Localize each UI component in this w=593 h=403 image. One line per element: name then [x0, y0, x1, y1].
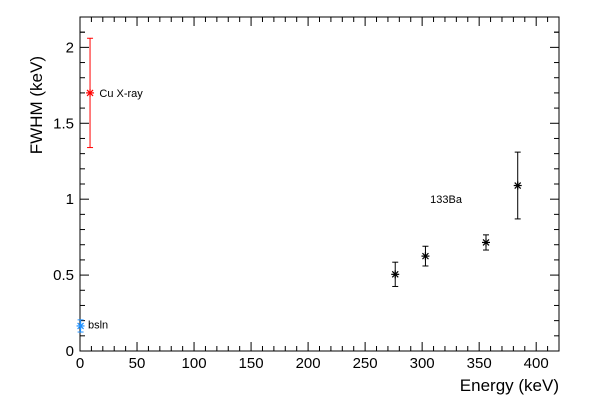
y-axis: 0 0.5 1 1.5 2	[53, 16, 559, 360]
x-tick-label: 250	[353, 355, 378, 372]
marker-stroke	[514, 182, 522, 189]
data-point	[513, 151, 522, 220]
x-tick-label: 350	[467, 355, 492, 372]
x-tick-label: 300	[410, 355, 435, 372]
marker-stroke	[482, 239, 490, 246]
data-point	[421, 245, 430, 267]
annotation-label: Cu X-ray	[99, 88, 143, 100]
x-axis: 0 50 100 150 200 250 300 350 400	[76, 17, 560, 372]
marker-stroke	[86, 89, 94, 97]
y-axis-title: FWHM (keV)	[27, 56, 46, 154]
data-point	[482, 234, 491, 251]
annotation-label: bsln	[88, 319, 108, 331]
series-layer	[76, 37, 522, 333]
marker-stroke	[391, 270, 399, 278]
annotation-label: 133Ba	[430, 194, 463, 206]
data-point	[86, 37, 95, 149]
series	[391, 151, 522, 287]
x-tick-label: 150	[239, 355, 264, 372]
x-tick-label: 400	[524, 355, 549, 372]
series	[86, 37, 95, 149]
y-tick-label: 1.5	[53, 115, 74, 132]
x-tick-label: 50	[129, 355, 146, 372]
x-tick-label: 200	[296, 355, 321, 372]
y-tick-label: 1	[66, 191, 74, 208]
data-point	[76, 319, 85, 333]
y-tick-label: 0	[66, 343, 74, 360]
marker-stroke	[422, 252, 429, 260]
marker-stroke	[77, 322, 84, 330]
y-tick-label: 0.5	[53, 267, 74, 284]
y-tick-label: 2	[66, 39, 74, 56]
annotation-layer: Cu X-ray bsln 133Ba	[88, 88, 463, 332]
x-tick-label: 100	[182, 355, 207, 372]
x-axis-title: Energy (keV)	[460, 376, 559, 395]
series	[76, 319, 85, 333]
data-point	[391, 261, 400, 287]
x-tick-label: 0	[76, 355, 84, 372]
